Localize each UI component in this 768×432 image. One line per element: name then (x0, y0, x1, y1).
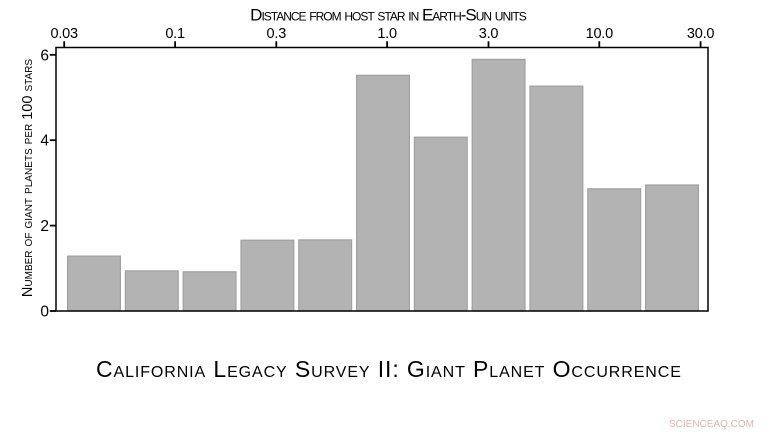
svg-text:Distance from host star in Ear: Distance from host star in Earth-Sun uni… (250, 6, 527, 25)
svg-text:30.0: 30.0 (687, 26, 715, 42)
svg-text:0: 0 (40, 304, 49, 321)
svg-text:0.03: 0.03 (50, 26, 78, 42)
svg-text:0.3: 0.3 (267, 26, 287, 42)
svg-text:2: 2 (40, 218, 49, 235)
svg-text:4: 4 (40, 133, 49, 150)
svg-text:3.0: 3.0 (479, 26, 499, 42)
svg-text:10.0: 10.0 (586, 26, 614, 42)
svg-text:California Legacy Survey II: G: California Legacy Survey II: Giant Plane… (96, 356, 682, 382)
svg-text:0.1: 0.1 (165, 26, 185, 42)
svg-text:6: 6 (40, 47, 49, 64)
svg-text:SCIENCEAQ.COM: SCIENCEAQ.COM (669, 419, 754, 430)
svg-text:Number of giant planets per 10: Number of giant planets per 100 stars (20, 59, 36, 297)
svg-text:1.0: 1.0 (377, 26, 397, 42)
